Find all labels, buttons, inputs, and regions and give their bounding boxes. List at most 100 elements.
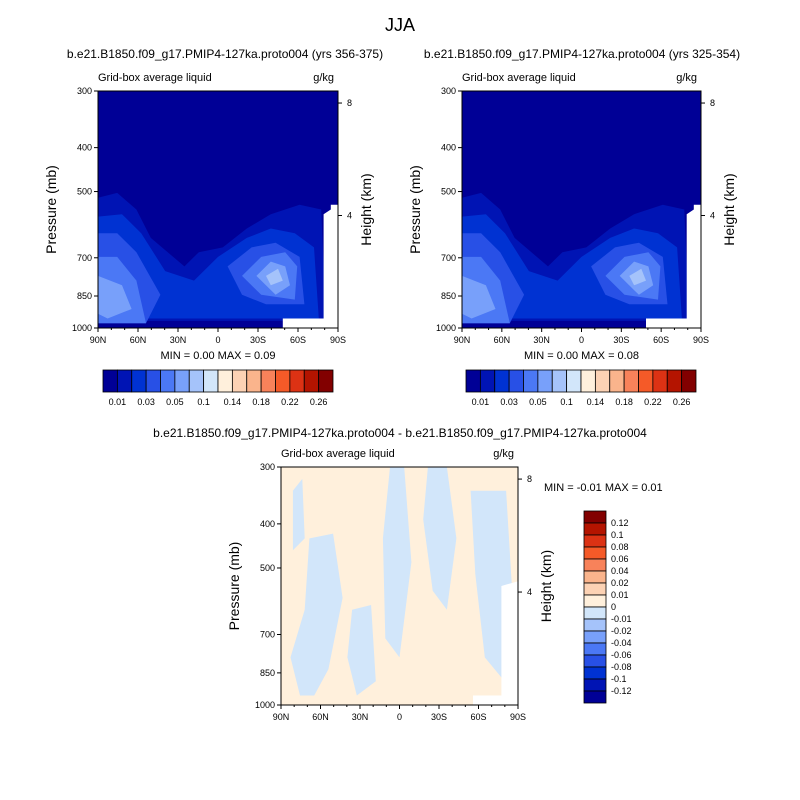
x-tick-label: 90S	[510, 712, 526, 722]
x-tick-label: 60S	[470, 712, 486, 722]
colorbar-label: 0.1	[197, 397, 210, 407]
x-tick-label: 30N	[352, 712, 369, 722]
colorbar-label: 0.04	[611, 566, 629, 576]
colorbar-box	[583, 594, 607, 608]
colorbar-label: 0.1	[611, 530, 624, 540]
y-axis-label: Pressure (mb)	[226, 542, 242, 631]
contour-level-6	[629, 268, 646, 286]
colorbar-box	[494, 369, 510, 393]
y-axis-label: Pressure (mb)	[407, 165, 423, 254]
y-tick-label: 500	[260, 563, 275, 573]
x-tick-label: 0	[215, 335, 220, 345]
colorbar-box	[131, 369, 147, 393]
x-tick-label: 90N	[90, 335, 107, 345]
colorbar-box	[583, 558, 607, 572]
min-max-label: MIN = 0.00 MAX = 0.09	[161, 350, 276, 362]
panels: b.e21.B1850.f09_g17.PMIP4-127ka.proto004…	[43, 47, 740, 722]
panel-title: b.e21.B1850.f09_g17.PMIP4-127ka.proto004…	[424, 47, 740, 61]
y-tick-label: 850	[441, 291, 456, 301]
colorbar-label: 0.26	[673, 397, 691, 407]
panel-title: b.e21.B1850.f09_g17.PMIP4-127ka.proto004…	[153, 426, 647, 440]
colorbar-box	[303, 369, 320, 393]
panel-2: b.e21.B1850.f09_g17.PMIP4-127ka.proto004…	[407, 47, 740, 362]
min-max-label: MIN = -0.01 MAX = 0.01	[544, 482, 663, 494]
contour-level-negative	[382, 467, 412, 658]
colorbar-box	[566, 369, 582, 393]
colorbar-box	[583, 630, 607, 644]
y-tick-label: 400	[77, 143, 92, 153]
panel-right-label: g/kg	[676, 72, 697, 84]
colorbar-box	[594, 369, 611, 393]
contour-level-6	[266, 268, 283, 286]
colorbar-box	[583, 606, 607, 620]
x-tick-label: 30N	[533, 335, 550, 345]
colorbar-label: 0.12	[611, 518, 629, 528]
y-tick-label: 300	[441, 86, 456, 96]
contour-level-5	[98, 275, 132, 319]
y-tick-label: 400	[441, 143, 456, 153]
colorbar-label: 0.01	[109, 397, 127, 407]
y2-tick-label: 8	[527, 474, 532, 484]
colorbar-box	[583, 642, 607, 656]
y2-axis-label: Height (km)	[721, 173, 737, 245]
x-tick-label: 90N	[454, 335, 471, 345]
colorbar-label: 0.03	[500, 397, 518, 407]
colorbar-box	[583, 618, 607, 632]
colorbar-label: -0.04	[611, 638, 632, 648]
y-tick-label: 700	[77, 253, 92, 263]
colorbar-label: -0.12	[611, 686, 632, 696]
panel-left-label: Grid-box average liquid	[281, 448, 395, 460]
colorbar-box	[652, 369, 668, 393]
colorbar-box	[203, 369, 219, 393]
x-tick-label: 60S	[653, 335, 669, 345]
x-tick-label: 30S	[431, 712, 447, 722]
panel-left-label: Grid-box average liquid	[98, 72, 212, 84]
colorbar-box	[623, 369, 639, 393]
colorbar-label: 0.05	[529, 397, 547, 407]
colorbar-box	[583, 546, 607, 560]
colorbar-right: 0.01 0.03 0.05 0.1 0.14 0.18 0.22 0.26	[465, 369, 697, 407]
colorbar-label: 0.22	[281, 397, 299, 407]
y2-tick-label: 4	[527, 587, 532, 597]
x-tick-label: 90N	[273, 712, 290, 722]
x-tick-label: 30S	[613, 335, 629, 345]
colorbar-label: 0.01	[472, 397, 490, 407]
colorbars: 0.01 0.03 0.05 0.1 0.14 0.18 0.22 0.26 0.01 0.03 0…	[102, 369, 697, 704]
colorbar-box	[583, 678, 607, 692]
colorbar-label: 0.14	[587, 397, 605, 407]
colorbar-box	[583, 534, 607, 548]
surface-mask	[473, 581, 518, 705]
panel-1: b.e21.B1850.f09_g17.PMIP4-127ka.proto004…	[43, 47, 383, 362]
x-tick-label: 60S	[290, 335, 306, 345]
colorbar-label: 0	[611, 602, 616, 612]
y2-tick-label: 8	[347, 98, 352, 108]
colorbar-box	[583, 654, 607, 668]
x-tick-label: 60N	[130, 335, 147, 345]
colorbar-box	[260, 369, 276, 393]
figure-title: JJA	[385, 15, 415, 35]
colorbar-box	[666, 369, 683, 393]
colorbar-label: 0.14	[224, 397, 242, 407]
colorbar-box	[580, 369, 596, 393]
y-tick-label: 850	[260, 668, 275, 678]
x-tick-label: 60N	[312, 712, 329, 722]
contour-level-negative	[347, 605, 376, 696]
colorbar-box	[246, 369, 262, 393]
x-tick-label: 90S	[693, 335, 709, 345]
colorbar-label: 0.1	[560, 397, 573, 407]
colorbar-box	[231, 369, 248, 393]
colorbar-box	[318, 369, 334, 393]
panel-right-label: g/kg	[313, 72, 334, 84]
y2-tick-label: 4	[710, 211, 715, 221]
colorbar-box	[583, 666, 607, 680]
contour-level-negative	[290, 533, 343, 696]
surface-mask	[646, 204, 701, 328]
y-tick-label: 500	[441, 187, 456, 197]
colorbar-label: -0.06	[611, 650, 632, 660]
colorbar-box	[609, 369, 625, 393]
y-tick-label: 300	[260, 462, 275, 472]
min-max-label: MIN = 0.00 MAX = 0.08	[524, 350, 639, 362]
y-tick-label: 700	[260, 629, 275, 639]
colorbar-box	[465, 369, 481, 393]
colorbar-label: 0.05	[166, 397, 184, 407]
